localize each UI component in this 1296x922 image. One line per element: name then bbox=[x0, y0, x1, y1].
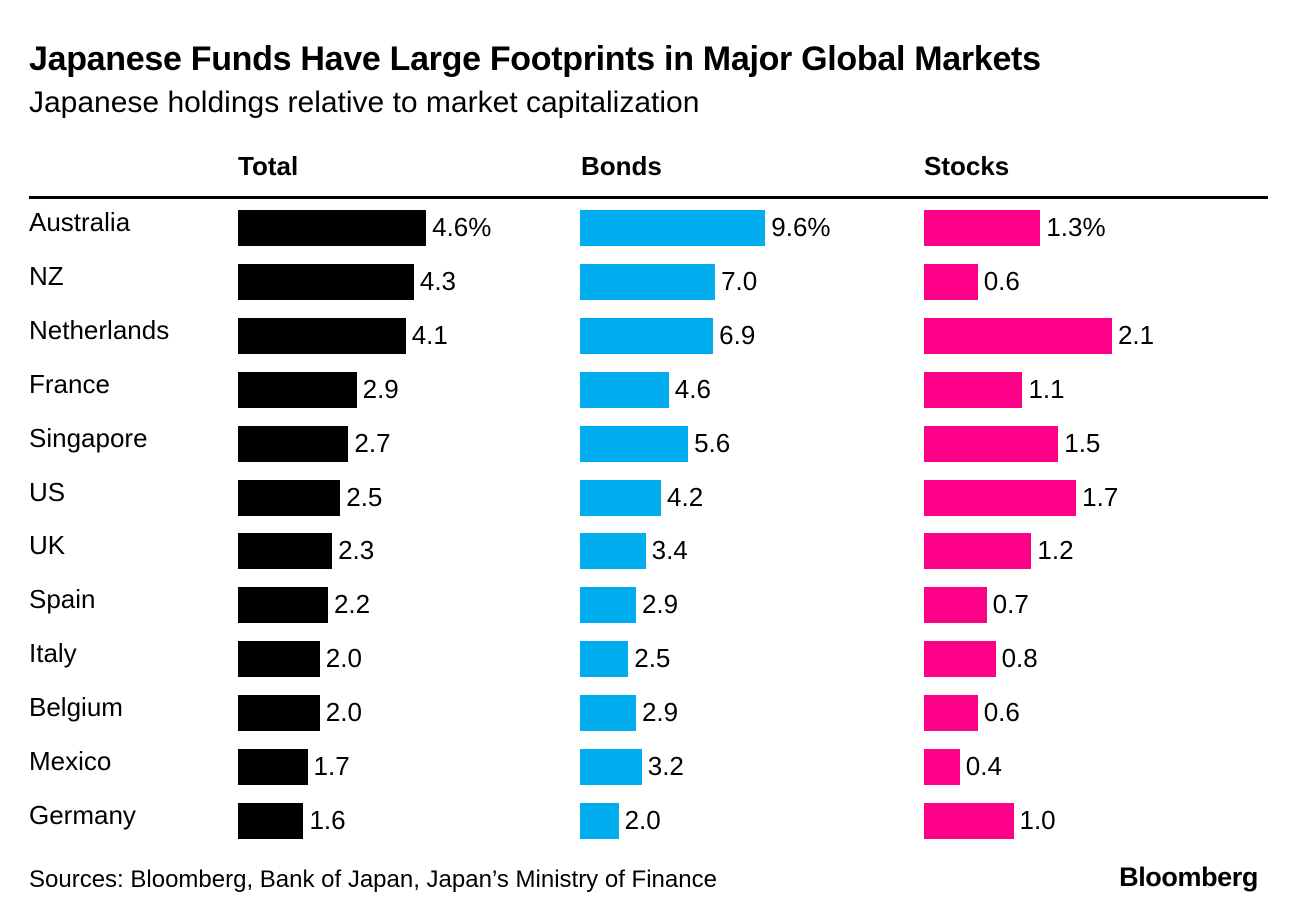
bar-total bbox=[238, 749, 308, 785]
bar-bonds bbox=[580, 802, 619, 839]
bar-stocks bbox=[924, 533, 1032, 570]
bar-stocks bbox=[924, 479, 1077, 516]
bar-bonds bbox=[580, 749, 642, 785]
bar-bonds bbox=[580, 425, 689, 462]
bar-total bbox=[238, 317, 406, 354]
data-label-bonds: 4.2 bbox=[667, 481, 704, 512]
data-label-bonds: 2.9 bbox=[641, 697, 679, 728]
category-label: Belgium bbox=[29, 692, 123, 723]
bar-bonds bbox=[580, 263, 716, 300]
bar-bonds bbox=[580, 533, 646, 570]
bar-bonds bbox=[580, 641, 629, 678]
bar-total bbox=[238, 263, 414, 300]
bar-stocks bbox=[924, 210, 1041, 246]
data-label-stocks: 1.5 bbox=[1064, 427, 1101, 458]
header-rule bbox=[29, 196, 1268, 199]
bar-stocks bbox=[924, 749, 960, 785]
data-label-stocks: 0.4 bbox=[965, 751, 1002, 781]
data-label-total: 4.3 bbox=[419, 265, 457, 296]
data-label-stocks: 1.0 bbox=[1019, 804, 1056, 835]
category-label: Mexico bbox=[29, 746, 112, 776]
data-label-bonds: 2.5 bbox=[634, 643, 671, 674]
data-label-total: 2.0 bbox=[325, 697, 362, 728]
bar-total bbox=[238, 641, 320, 678]
category-label: Netherlands bbox=[29, 314, 170, 345]
bar-stocks bbox=[924, 317, 1112, 354]
bar-stocks bbox=[924, 641, 996, 678]
data-label-bonds: 5.6 bbox=[694, 427, 731, 458]
category-label: Spain bbox=[29, 584, 96, 615]
chart-title: Japanese Funds Have Large Footprints in … bbox=[29, 40, 1041, 78]
category-label: US bbox=[29, 476, 66, 507]
category-label: NZ bbox=[29, 260, 64, 291]
data-label-bonds: 3.2 bbox=[647, 751, 684, 781]
category-label: Singapore bbox=[29, 422, 148, 453]
category-label: Germany bbox=[29, 799, 136, 830]
bar-total bbox=[238, 210, 427, 246]
data-label-bonds: 2.9 bbox=[641, 589, 679, 620]
data-label-total: 2.0 bbox=[325, 643, 362, 674]
data-label-total: 2.3 bbox=[338, 535, 375, 566]
bar-stocks bbox=[924, 802, 1014, 839]
bar-stocks bbox=[924, 371, 1023, 408]
data-label-total: 2.7 bbox=[354, 427, 391, 458]
data-label-total: 2.9 bbox=[362, 373, 399, 404]
bar-bonds bbox=[580, 695, 636, 732]
data-label-stocks: 0.7 bbox=[992, 589, 1029, 620]
data-label-bonds: 3.4 bbox=[651, 535, 688, 566]
chart-subtitle: Japanese holdings relative to market cap… bbox=[29, 86, 700, 119]
bar-bonds bbox=[580, 587, 636, 624]
data-label-stocks: 1.1 bbox=[1028, 373, 1065, 404]
category-label: France bbox=[29, 368, 110, 399]
data-label-stocks: 2.1 bbox=[1117, 319, 1155, 350]
data-label-total: 4.6% bbox=[432, 212, 492, 242]
category-label: UK bbox=[29, 530, 66, 561]
bar-total bbox=[238, 425, 349, 462]
data-label-bonds: 4.6 bbox=[674, 373, 711, 404]
data-label-stocks: 1.2 bbox=[1037, 535, 1074, 566]
source-note: Sources: Bloomberg, Bank of Japan, Japan… bbox=[29, 866, 717, 893]
data-label-bonds: 9.6% bbox=[771, 212, 831, 242]
bar-stocks bbox=[924, 263, 978, 300]
panel-header-total: Total bbox=[238, 151, 299, 181]
data-label-stocks: 0.8 bbox=[1001, 643, 1038, 674]
bar-total bbox=[238, 695, 320, 732]
bar-bonds bbox=[580, 210, 766, 246]
bar-total bbox=[238, 371, 357, 408]
category-label: Australia bbox=[29, 207, 131, 237]
bloomberg-logo: Bloomberg bbox=[1119, 862, 1258, 892]
bar-total bbox=[238, 533, 333, 570]
bar-stocks bbox=[924, 695, 978, 732]
data-label-total: 2.5 bbox=[346, 481, 383, 512]
bar-total bbox=[238, 587, 328, 624]
data-label-bonds: 6.9 bbox=[719, 319, 756, 350]
data-label-total: 2.2 bbox=[333, 589, 371, 620]
category-label: Italy bbox=[29, 638, 77, 669]
panel-header-bonds: Bonds bbox=[581, 151, 662, 181]
data-label-bonds: 7.0 bbox=[721, 265, 758, 296]
data-label-bonds: 2.0 bbox=[624, 804, 661, 835]
bar-bonds bbox=[580, 371, 669, 408]
data-label-total: 1.7 bbox=[313, 751, 350, 781]
bar-stocks bbox=[924, 587, 987, 624]
panel-header-stocks: Stocks bbox=[924, 151, 1010, 181]
data-label-stocks: 1.7 bbox=[1082, 481, 1119, 512]
bar-bonds bbox=[580, 317, 714, 354]
data-label-total: 4.1 bbox=[411, 319, 448, 350]
data-label-stocks: 0.6 bbox=[983, 265, 1020, 296]
data-label-stocks: 0.6 bbox=[983, 697, 1020, 728]
bar-total bbox=[238, 802, 304, 839]
bar-bonds bbox=[580, 479, 662, 516]
data-label-total: 1.6 bbox=[309, 804, 346, 835]
data-label-stocks: 1.3% bbox=[1046, 212, 1106, 242]
bar-stocks bbox=[924, 425, 1059, 462]
bar-total bbox=[238, 479, 341, 516]
